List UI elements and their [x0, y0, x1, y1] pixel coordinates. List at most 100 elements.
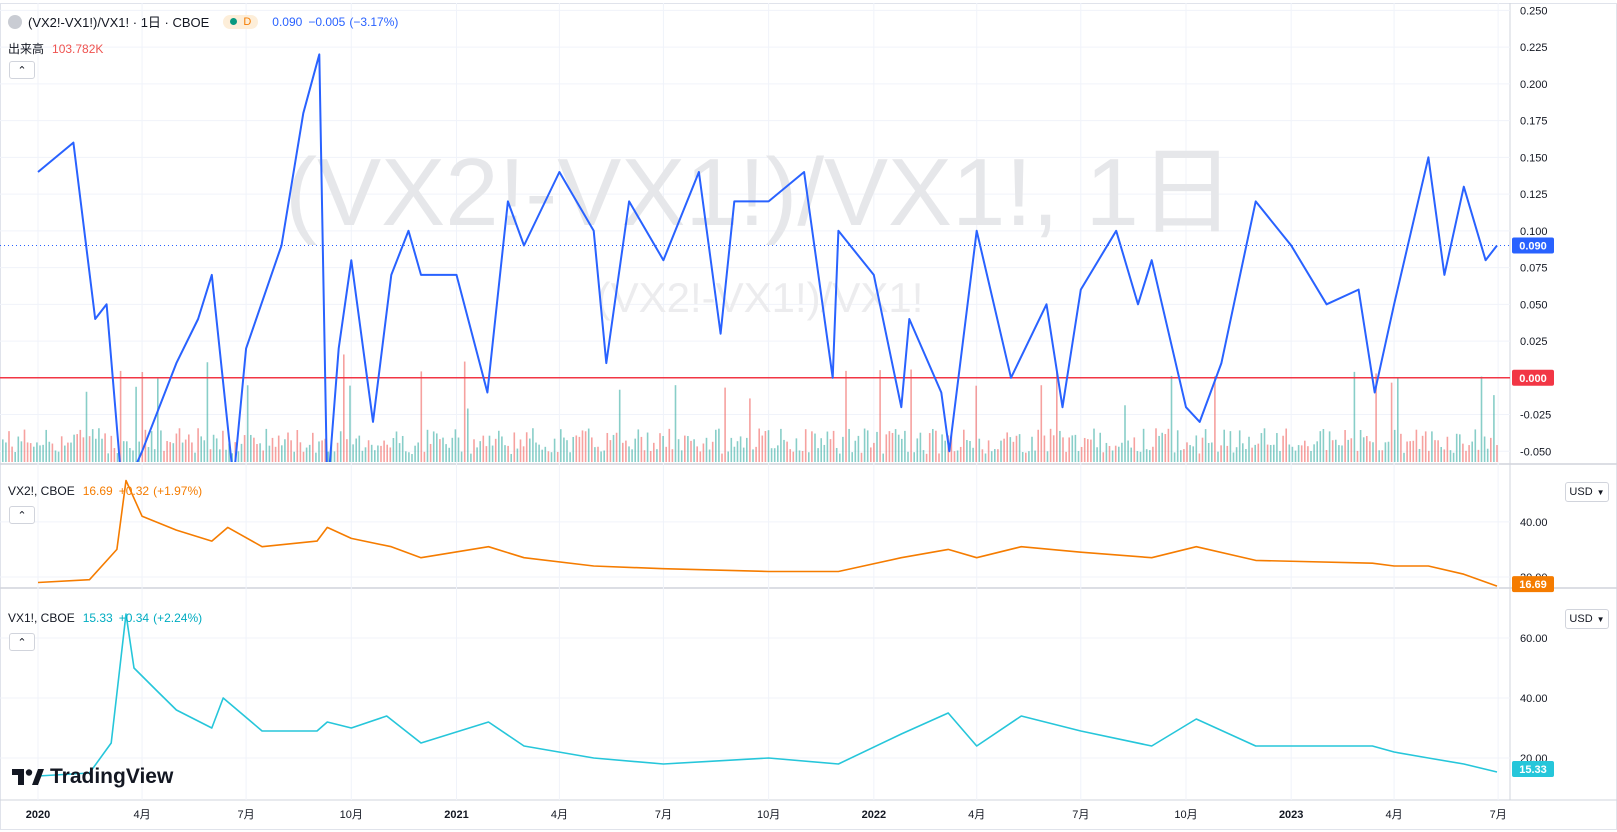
- volume-bar: [172, 443, 175, 462]
- volume-bar: [1294, 450, 1297, 462]
- volume-bar: [1080, 446, 1083, 462]
- volume-bar: [1356, 450, 1359, 462]
- volume-bar: [290, 440, 292, 462]
- tradingview-logo[interactable]: TradingView: [12, 765, 173, 789]
- volume-bar: [857, 435, 860, 462]
- volume-bar: [42, 444, 44, 462]
- volume-bar: [1490, 437, 1492, 462]
- watermark: (VX2!-VX1!)/VX1!, 1日 (VX2!-VX1!)/VX1!: [285, 139, 1235, 321]
- volume-bar: [1235, 447, 1238, 462]
- volume-bar: [1400, 433, 1402, 462]
- volume-bar: [516, 448, 519, 462]
- volume-bar: [1068, 437, 1070, 462]
- collapse-legend-button[interactable]: ⌃: [9, 61, 35, 79]
- volume-bar: [820, 438, 822, 462]
- volume-bar: [789, 449, 791, 462]
- x-tick-label: 7月: [655, 809, 672, 821]
- volume-bar: [1164, 434, 1167, 462]
- x-tick-label: 2021: [444, 809, 468, 821]
- volume-bar: [184, 439, 187, 462]
- volume-bar: [1486, 448, 1489, 462]
- volume-bar: [547, 451, 550, 462]
- volume-bar: [39, 445, 41, 462]
- y-tick-label: 60.00: [1520, 633, 1548, 645]
- chevron-up-icon: ⌃: [17, 509, 27, 522]
- volume-bar: [476, 447, 478, 462]
- volume-bar: [584, 431, 587, 462]
- volume-bar: [1328, 431, 1331, 462]
- volume-bar: [668, 428, 671, 462]
- volume-bar: [1443, 449, 1446, 462]
- chevron-down-icon: ▼: [1596, 614, 1605, 624]
- volume-bar: [1000, 440, 1002, 462]
- volume-bar: [153, 449, 156, 462]
- vx1-last-label-bg: [1512, 761, 1554, 778]
- y-tick-label: 0.025: [1520, 336, 1548, 348]
- volume-bar: [711, 441, 714, 462]
- volume-bar: [1096, 447, 1098, 462]
- vx2-collapse-button[interactable]: ⌃: [9, 506, 35, 524]
- volume-bar: [420, 371, 423, 462]
- volume-bar: [1201, 437, 1204, 462]
- vx2-symbol[interactable]: VX2!, CBOE: [8, 484, 75, 498]
- zero-value-label: 0.000: [1519, 373, 1547, 385]
- volume-bar: [1133, 437, 1136, 462]
- volume-bar: [1077, 451, 1080, 462]
- volume-bar: [665, 446, 667, 462]
- y-tick-label: -0.025: [1520, 410, 1551, 422]
- x-tick-label: 4月: [551, 809, 568, 821]
- volume-bar: [212, 434, 215, 462]
- volume-bar: [1006, 432, 1008, 462]
- volume-bar: [82, 437, 85, 462]
- volume-bar: [522, 446, 525, 462]
- volume-bar: [312, 432, 314, 462]
- volume-bar: [457, 437, 460, 462]
- vx1-currency-select[interactable]: USD ▼: [1565, 609, 1609, 629]
- volume-bar: [1034, 450, 1036, 462]
- series-lines: [37, 53, 1498, 777]
- volume-bar: [463, 361, 466, 462]
- volume-bar: [1090, 439, 1092, 462]
- volume-bar: [225, 449, 227, 462]
- volume-bar: [950, 433, 953, 462]
- main-symbol[interactable]: (VX2!-VX1!)/VX1! · 1日 · CBOE: [28, 15, 210, 30]
- volume-bar: [8, 431, 10, 462]
- volume-bar: [1359, 430, 1362, 462]
- vx2-last: 16.69: [82, 484, 113, 498]
- volume-bar: [894, 429, 897, 462]
- y-tick-label: 40.00: [1520, 693, 1548, 705]
- volume-bar: [175, 433, 178, 462]
- volume-bar: [1452, 452, 1455, 462]
- volume-bar: [1040, 385, 1043, 462]
- y-tick-label: 0.075: [1520, 263, 1548, 275]
- volume-bar: [507, 445, 509, 462]
- volume-bar: [398, 443, 401, 462]
- volume-bar: [132, 450, 134, 462]
- volume-bar: [643, 450, 646, 462]
- market-status-badge: D: [223, 14, 259, 29]
- vx1-symbol[interactable]: VX1!, CBOE: [8, 611, 75, 625]
- volume-bar: [1111, 450, 1114, 462]
- volume-bar: [408, 452, 410, 462]
- volume-bar: [730, 437, 733, 462]
- vx2-last-label: 16.69: [1519, 579, 1547, 591]
- y-tick-label: 0.250: [1520, 5, 1548, 17]
- volume-bar: [122, 441, 125, 462]
- volume-bar: [1362, 437, 1365, 462]
- volume-bar: [1455, 433, 1458, 462]
- volume-bar: [1251, 447, 1253, 462]
- volume-bar: [336, 442, 339, 462]
- vx2-currency-select[interactable]: USD ▼: [1565, 482, 1609, 502]
- volume-bar: [482, 435, 485, 462]
- volume-bar: [826, 431, 829, 462]
- volume-bar: [615, 432, 618, 462]
- volume-bar: [882, 453, 884, 462]
- vx1-collapse-button[interactable]: ⌃: [9, 633, 35, 651]
- volume-bar: [888, 431, 891, 462]
- volume-bar: [742, 447, 745, 462]
- volume-bar: [885, 434, 888, 462]
- volume-bar: [1390, 382, 1393, 462]
- volume-bar: [392, 438, 395, 462]
- volume-bar: [1372, 442, 1374, 462]
